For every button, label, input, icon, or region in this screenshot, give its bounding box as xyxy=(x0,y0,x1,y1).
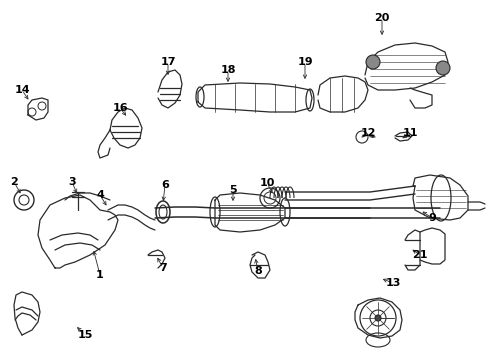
Text: 20: 20 xyxy=(374,13,390,23)
Text: 13: 13 xyxy=(385,278,401,288)
Text: 2: 2 xyxy=(10,177,18,187)
Circle shape xyxy=(366,55,380,69)
Text: 3: 3 xyxy=(68,177,76,187)
Text: 12: 12 xyxy=(360,128,376,138)
Circle shape xyxy=(436,61,450,75)
Text: 10: 10 xyxy=(259,178,275,188)
Text: 4: 4 xyxy=(96,190,104,200)
Text: 21: 21 xyxy=(412,250,428,260)
Circle shape xyxy=(375,315,381,321)
Text: 19: 19 xyxy=(297,57,313,67)
Text: 18: 18 xyxy=(220,65,236,75)
Text: 7: 7 xyxy=(159,263,167,273)
Text: 15: 15 xyxy=(77,330,93,340)
Text: 17: 17 xyxy=(160,57,176,67)
Text: 11: 11 xyxy=(402,128,418,138)
Text: 9: 9 xyxy=(428,213,436,223)
Text: 1: 1 xyxy=(96,270,104,280)
Text: 8: 8 xyxy=(254,266,262,276)
Text: 16: 16 xyxy=(112,103,128,113)
Text: 6: 6 xyxy=(161,180,169,190)
Text: 14: 14 xyxy=(14,85,30,95)
Text: 5: 5 xyxy=(229,185,237,195)
